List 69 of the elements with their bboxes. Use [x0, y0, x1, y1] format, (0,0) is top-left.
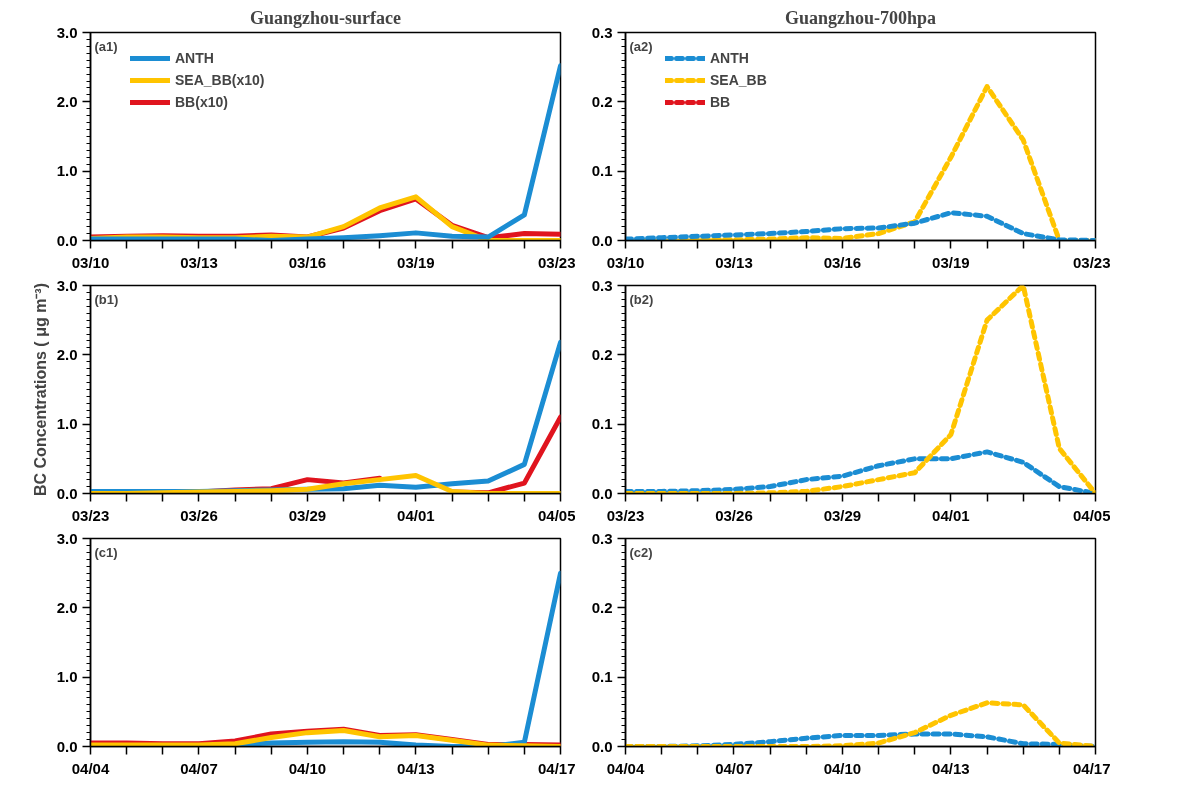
y-tick-label: 3.0: [56, 276, 78, 294]
x-tick-label: 03/29: [823, 506, 862, 524]
y-tick-label: 0.0: [56, 484, 78, 502]
x-tick-label: 03/23: [1072, 253, 1111, 271]
x-tick-label: 04/13: [397, 759, 435, 777]
annotation: (b1): [94, 291, 119, 307]
y-tick-label: 0.3: [591, 276, 613, 294]
y-tick-label: 0.1: [591, 162, 613, 180]
x-tick-label: 03/23: [537, 253, 576, 271]
chart-title: Guangzhou-700hpa: [784, 7, 937, 28]
y-tick-label: 0.2: [591, 92, 613, 110]
legend-label: BB: [710, 94, 731, 110]
y-tick-label: 2.0: [56, 345, 78, 363]
x-tick-label: 03/29: [288, 506, 327, 524]
x-tick-label: 04/01: [932, 506, 970, 524]
y-tick-label: 0.1: [591, 415, 613, 433]
y-tick-label: 2.0: [56, 598, 78, 616]
x-tick-label: 03/19: [397, 253, 435, 271]
legend-label: ANTH: [175, 50, 214, 66]
x-tick-label: 04/05: [1072, 506, 1111, 524]
x-tick-label: 03/23: [606, 506, 645, 524]
annotation: (a2): [629, 38, 653, 54]
y-tick-label: 3.0: [56, 23, 78, 41]
legend-label: SEA_BB: [710, 72, 767, 88]
y-tick-label: 1.0: [56, 668, 78, 686]
y-tick-label: 0.3: [591, 23, 613, 41]
y-tick-label: 0.2: [591, 598, 613, 616]
x-tick-label: 04/04: [71, 759, 110, 777]
chart-title: Guangzhou-surface: [250, 7, 402, 28]
x-tick-label: 04/07: [715, 759, 753, 777]
legend-label: SEA_BB(x10): [175, 72, 265, 88]
x-tick-label: 04/07: [180, 759, 218, 777]
annotation: (a1): [94, 38, 118, 54]
y-tick-label: 0.0: [591, 231, 613, 249]
y-tick-label: 1.0: [56, 162, 78, 180]
x-tick-label: 03/26: [715, 506, 753, 524]
y-tick-label: 1.0: [56, 415, 78, 433]
x-tick-label: 03/26: [180, 506, 218, 524]
x-tick-label: 03/16: [823, 253, 862, 271]
y-tick-label: 2.0: [56, 92, 78, 110]
x-tick-label: 04/10: [288, 759, 327, 777]
annotation: (b2): [629, 291, 654, 307]
legend-label: BB(x10): [175, 94, 228, 110]
y-tick-label: 0.0: [56, 231, 78, 249]
x-tick-label: 03/10: [71, 253, 110, 271]
annotation: (c1): [94, 544, 118, 560]
x-tick-label: 04/13: [932, 759, 970, 777]
x-tick-label: 04/17: [537, 759, 576, 777]
y-tick-label: 0.2: [591, 345, 613, 363]
x-tick-label: 04/05: [537, 506, 576, 524]
y-tick-label: 0.3: [591, 529, 613, 547]
x-tick-label: 04/01: [397, 506, 435, 524]
legend-label: ANTH: [710, 50, 749, 66]
y-tick-label: 0.0: [591, 737, 613, 755]
y-tick-label: 0.1: [591, 668, 613, 686]
x-tick-label: 03/23: [71, 506, 110, 524]
x-tick-label: 04/10: [823, 759, 862, 777]
x-tick-label: 04/04: [606, 759, 645, 777]
x-tick-label: 04/17: [1072, 759, 1111, 777]
annotation: (c2): [629, 544, 653, 560]
y-axis-title: BC Concentrations ( μg m⁻³): [31, 282, 49, 496]
y-tick-label: 0.0: [591, 484, 613, 502]
x-tick-label: 03/19: [932, 253, 970, 271]
y-tick-label: 3.0: [56, 529, 78, 547]
x-tick-label: 03/16: [288, 253, 327, 271]
x-tick-label: 03/10: [606, 253, 645, 271]
y-tick-label: 0.0: [56, 737, 78, 755]
x-tick-label: 03/13: [715, 253, 753, 271]
x-tick-label: 03/13: [180, 253, 218, 271]
